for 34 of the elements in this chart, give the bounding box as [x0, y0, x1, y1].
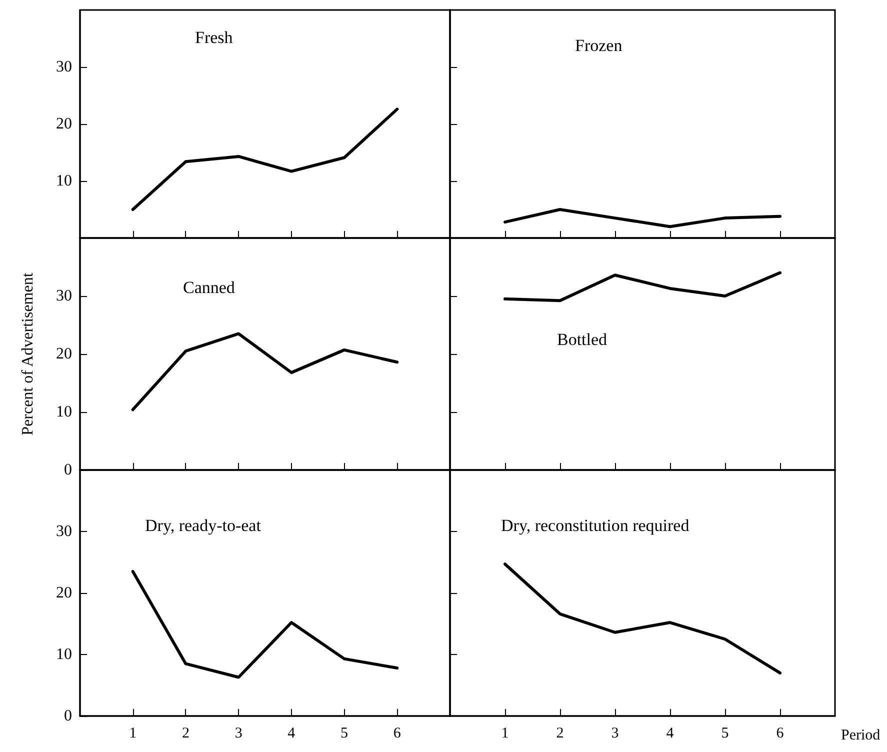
y-tick-label: 20 [56, 116, 72, 132]
text: Canned [183, 278, 236, 297]
x-tick-label: 3 [611, 726, 619, 742]
x-axis-title: Period [841, 728, 881, 744]
x-tick-label: 6 [776, 726, 784, 742]
line-series [131, 570, 399, 679]
x-tick-label: 2 [556, 726, 564, 742]
text: Bottled [557, 330, 608, 349]
y-tick-label: 30 [56, 288, 72, 304]
y-tick-label: 10 [56, 646, 72, 663]
x-tick-label: 5 [721, 726, 729, 742]
text: Dry, ready-to-eat [145, 516, 262, 535]
line-series [131, 332, 399, 412]
y-tick-label: 20 [56, 584, 72, 602]
x-tick-label: 1 [129, 726, 137, 742]
y-tick-label: 10 [56, 404, 72, 420]
y-tick-label: 20 [56, 346, 72, 362]
x-tick-label: 4 [666, 726, 674, 742]
line-series [131, 108, 399, 211]
y-tick-label: 0 [64, 462, 72, 478]
x-tick-label: 4 [288, 726, 296, 742]
x-tick-label: 6 [393, 726, 402, 742]
y-tick-label: 30 [56, 523, 72, 540]
x-tick-label: 2 [182, 726, 190, 742]
y-tick-label: 0 [64, 708, 72, 724]
x-tick-label: 5 [340, 726, 348, 742]
text: Dry, reconstitution required [501, 516, 690, 535]
y-axis-title: Percent of Advertisement [20, 272, 36, 436]
y-tick-label: 30 [56, 58, 72, 76]
x-tick-label: 3 [234, 726, 242, 742]
text: Fresh [195, 28, 234, 47]
x-tick-label: 1 [501, 726, 509, 742]
text: Frozen [575, 36, 623, 55]
y-tick-label: 10 [56, 172, 72, 190]
